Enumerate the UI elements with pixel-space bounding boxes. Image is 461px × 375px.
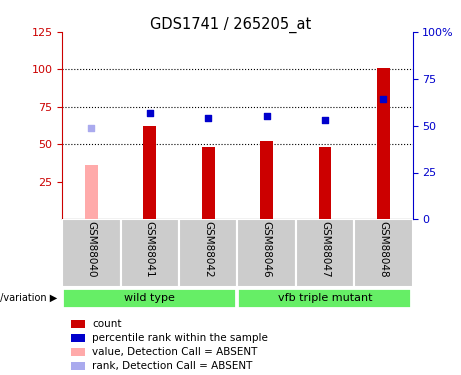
Point bbox=[88, 124, 95, 130]
Bar bbox=[202, 147, 215, 219]
Text: GSM88042: GSM88042 bbox=[203, 221, 213, 278]
Bar bbox=[179, 219, 237, 287]
Point bbox=[321, 117, 329, 123]
Bar bbox=[85, 165, 98, 219]
Bar bbox=[237, 219, 296, 287]
Bar bbox=[237, 288, 411, 308]
Bar bbox=[143, 126, 156, 219]
Text: percentile rank within the sample: percentile rank within the sample bbox=[92, 333, 268, 343]
Bar bbox=[62, 219, 121, 287]
Bar bbox=[71, 362, 85, 370]
Point bbox=[380, 96, 387, 102]
Text: GDS1741 / 265205_at: GDS1741 / 265205_at bbox=[150, 17, 311, 33]
Bar bbox=[354, 219, 413, 287]
Bar bbox=[71, 348, 85, 356]
Point bbox=[263, 113, 270, 119]
Bar bbox=[260, 141, 273, 219]
Text: genotype/variation ▶: genotype/variation ▶ bbox=[0, 293, 58, 303]
Bar bbox=[71, 320, 85, 328]
Bar bbox=[319, 147, 331, 219]
Bar bbox=[377, 68, 390, 219]
Text: wild type: wild type bbox=[124, 293, 175, 303]
Text: rank, Detection Call = ABSENT: rank, Detection Call = ABSENT bbox=[92, 361, 252, 371]
Bar bbox=[62, 288, 236, 308]
Text: value, Detection Call = ABSENT: value, Detection Call = ABSENT bbox=[92, 347, 257, 357]
Point bbox=[146, 110, 154, 116]
Text: GSM88040: GSM88040 bbox=[86, 221, 96, 278]
Text: GSM88046: GSM88046 bbox=[261, 221, 272, 278]
Text: count: count bbox=[92, 319, 121, 329]
Text: GSM88048: GSM88048 bbox=[378, 221, 389, 278]
Bar bbox=[121, 219, 179, 287]
Text: GSM88047: GSM88047 bbox=[320, 221, 330, 278]
Text: vfb triple mutant: vfb triple mutant bbox=[278, 293, 372, 303]
Text: GSM88041: GSM88041 bbox=[145, 221, 155, 278]
Bar bbox=[296, 219, 354, 287]
Bar bbox=[71, 334, 85, 342]
Point bbox=[205, 115, 212, 121]
